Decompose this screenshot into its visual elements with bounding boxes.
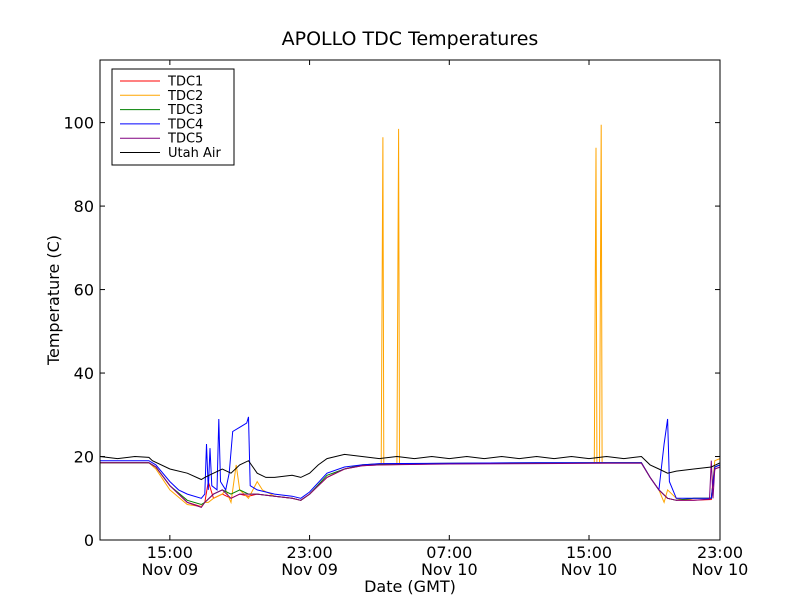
x-tick-label-time: 15:00 <box>566 543 612 562</box>
legend-label: TDC4 <box>167 117 203 132</box>
series-line-tdc4 <box>100 416 721 499</box>
x-axis-title: Date (GMT) <box>364 577 456 596</box>
x-tick-label-time: 15:00 <box>147 543 193 562</box>
legend-box <box>111 68 235 166</box>
series-layer <box>99 124 721 508</box>
y-tick-label: 100 <box>63 114 94 133</box>
series-line-utah-air <box>99 453 721 481</box>
legend-label: TDC1 <box>167 75 203 90</box>
x-tick-label-time: 23:00 <box>287 543 333 562</box>
series-line-tdc5 <box>100 460 721 508</box>
y-tick-label: 20 <box>74 448 94 467</box>
x-tick-label-date: Nov 10 <box>561 560 618 579</box>
x-tick-label-date: Nov 09 <box>142 560 199 579</box>
legend-label: Utah Air <box>168 146 221 161</box>
y-tick-label: 0 <box>84 531 94 550</box>
plot-frame <box>99 59 721 541</box>
y-tick-label: 80 <box>74 197 94 216</box>
y-tick-label: 60 <box>74 281 94 300</box>
y-tick-label: 40 <box>74 364 94 383</box>
x-tick-label-time: 23:00 <box>697 543 743 562</box>
legend-label: TDC2 <box>167 89 203 104</box>
y-axis-title: Temperature (C) <box>44 235 63 366</box>
legend-label: TDC5 <box>167 132 203 147</box>
chart-title: APOLLO TDC Temperatures <box>282 28 539 50</box>
x-tick-label-date: Nov 10 <box>692 560 749 579</box>
x-tick-label-date: Nov 10 <box>421 560 478 579</box>
legend-label: TDC3 <box>167 103 203 118</box>
x-tick-label-time: 07:00 <box>426 543 472 562</box>
x-tick-label-date: Nov 09 <box>281 560 338 579</box>
